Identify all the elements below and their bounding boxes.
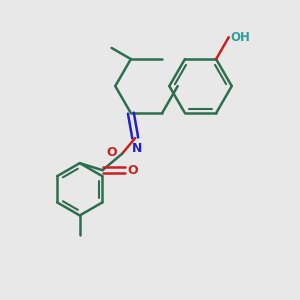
Text: O: O: [107, 146, 117, 159]
Text: OH: OH: [231, 31, 251, 44]
Text: O: O: [128, 164, 138, 177]
Text: N: N: [132, 142, 142, 154]
